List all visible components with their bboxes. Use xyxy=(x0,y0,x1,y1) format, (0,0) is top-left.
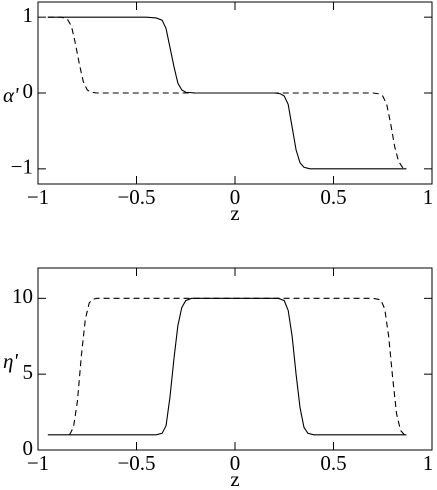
x-tick-label: 0 xyxy=(230,185,241,209)
x-tick-label: 0.5 xyxy=(320,451,346,475)
y-axis-label: α' xyxy=(3,83,19,107)
x-tick-label: −1 xyxy=(27,451,49,475)
y-tick-label: 0 xyxy=(23,79,34,103)
x-tick-label: 1 xyxy=(423,451,434,475)
x-axis-label: z xyxy=(230,467,239,490)
x-tick-label: 0 xyxy=(230,451,241,475)
y-tick-label: 0 xyxy=(23,436,34,460)
y-tick-label: −1 xyxy=(11,155,33,179)
data-line xyxy=(69,297,405,436)
x-tick-label: −1 xyxy=(27,185,49,209)
x-tick-label: −0.5 xyxy=(117,451,155,475)
data-line xyxy=(47,16,407,170)
x-tick-label: −0.5 xyxy=(117,185,155,209)
y-tick-label: 10 xyxy=(12,284,33,308)
y-axis-label: η' xyxy=(3,349,18,373)
y-tick-label: 5 xyxy=(23,360,34,384)
x-tick-label: 1 xyxy=(423,185,434,209)
x-axis-label: z xyxy=(230,201,239,225)
plot-frame xyxy=(37,267,433,451)
x-tick-label: 0.5 xyxy=(320,185,346,209)
y-tick-label: 1 xyxy=(23,3,34,27)
plot-frame xyxy=(37,1,433,185)
data-line xyxy=(47,297,407,436)
